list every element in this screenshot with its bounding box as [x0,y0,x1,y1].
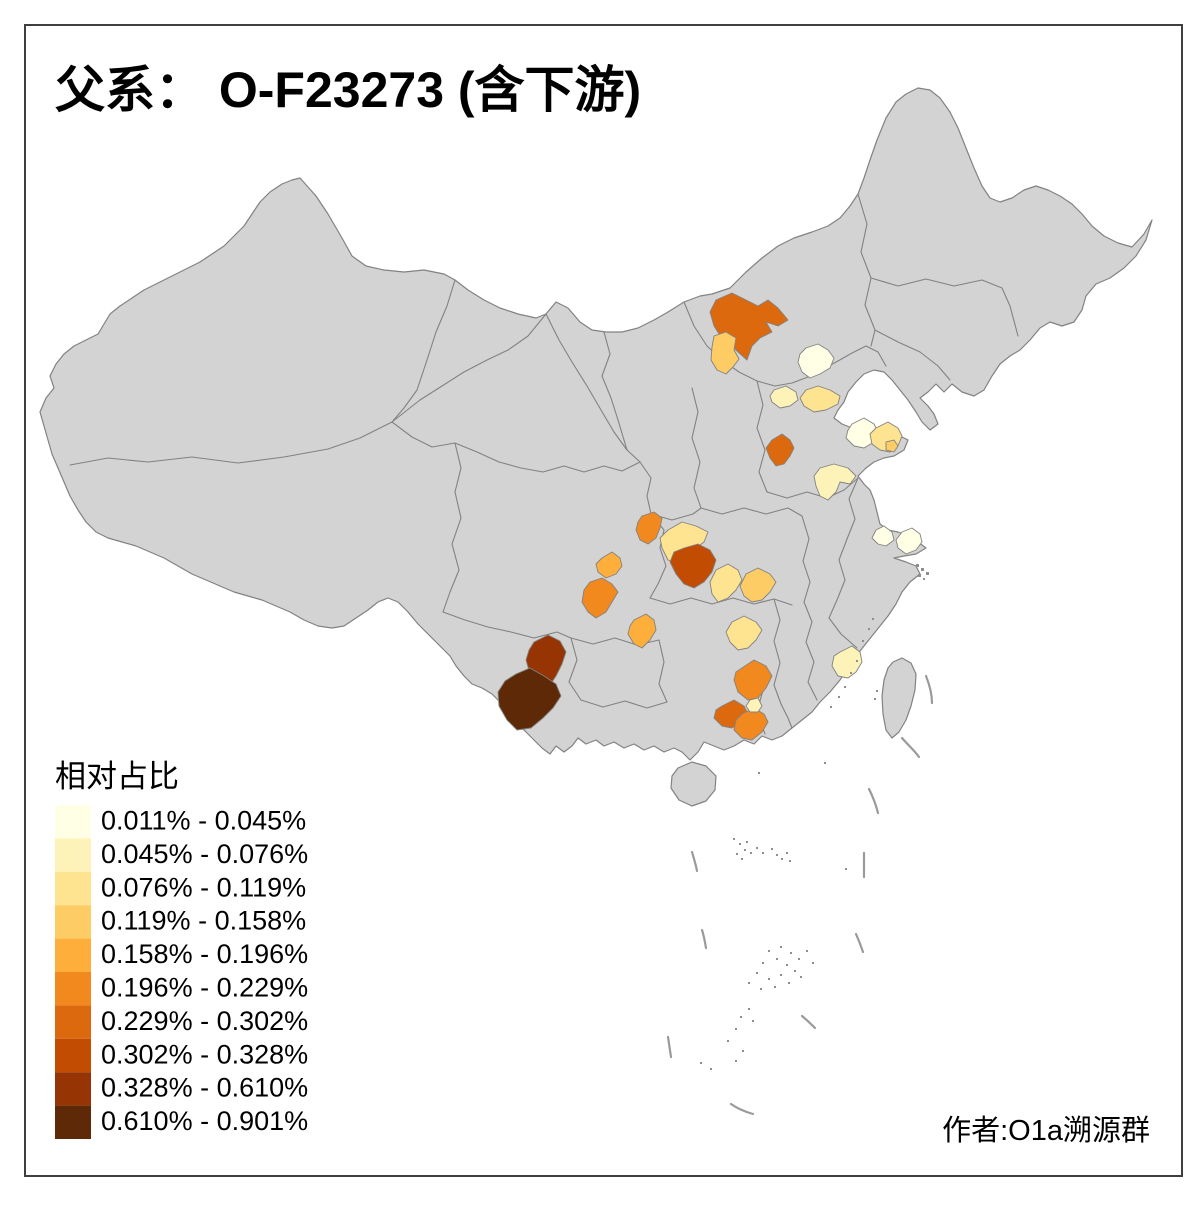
legend-swatch [55,1105,91,1139]
map-region [709,563,743,603]
legend: 相对占比 0.011% - 0.045%0.045% - 0.076%0.076… [55,759,308,1139]
map-region [769,385,799,409]
map-region [895,527,923,555]
coastal-islets [830,564,929,708]
map-region [745,697,763,713]
legend-label: 0.158% - 0.196% [101,939,308,969]
legend-label: 0.196% - 0.229% [101,973,308,1003]
legend-swatch [55,905,91,939]
legend-rows: 0.011% - 0.045%0.045% - 0.076%0.076% - 0… [55,805,308,1139]
map-region [581,577,619,619]
map-region [627,613,657,649]
legend-swatch [55,805,91,839]
legend-label: 0.011% - 0.045% [101,806,306,836]
legend-swatch [55,938,91,972]
map-region [799,385,841,413]
colored-regions [497,292,923,741]
map-region [797,343,835,379]
china-map [39,87,1153,1116]
legend-label: 0.229% - 0.302% [101,1006,308,1036]
taiwan-island [881,657,917,739]
map-region [871,525,895,547]
legend-swatch [55,871,91,906]
map-region [595,551,623,579]
legend-swatch [55,838,91,872]
legend-label: 0.076% - 0.119% [101,872,306,902]
map-region [813,463,857,501]
hainan-island [670,761,717,807]
legend-label: 0.045% - 0.076% [101,839,308,869]
mainland-outline [39,87,1153,761]
map-region [635,511,663,545]
author-caption: 作者:O1a溯源群 [942,1114,1150,1147]
map-region [831,645,863,679]
legend-swatch [55,972,91,1006]
spratly-islands [700,946,814,1070]
map-region [497,667,562,731]
nine-dash-line [666,674,934,1116]
map-region [765,433,795,467]
legend-title: 相对占比 [55,759,179,794]
legend-label: 0.302% - 0.328% [101,1039,308,1069]
page-title: 父系： O-F23273 (含下游) [55,62,641,118]
map-region [739,567,777,603]
map-region [845,417,879,449]
legend-label: 0.119% - 0.158% [101,906,306,936]
legend-label: 0.610% - 0.901% [101,1106,308,1136]
island-specks [700,564,929,1070]
legend-swatch [55,1072,91,1106]
legend-swatch [55,1038,91,1073]
map-region [669,543,717,589]
legend-label: 0.328% - 0.610% [101,1073,308,1103]
paracel-islands [733,762,847,870]
map-region [885,439,899,453]
map-region [725,615,763,651]
plot-frame [24,24,1183,1177]
map-region [710,331,740,375]
legend-swatch [55,1005,91,1039]
